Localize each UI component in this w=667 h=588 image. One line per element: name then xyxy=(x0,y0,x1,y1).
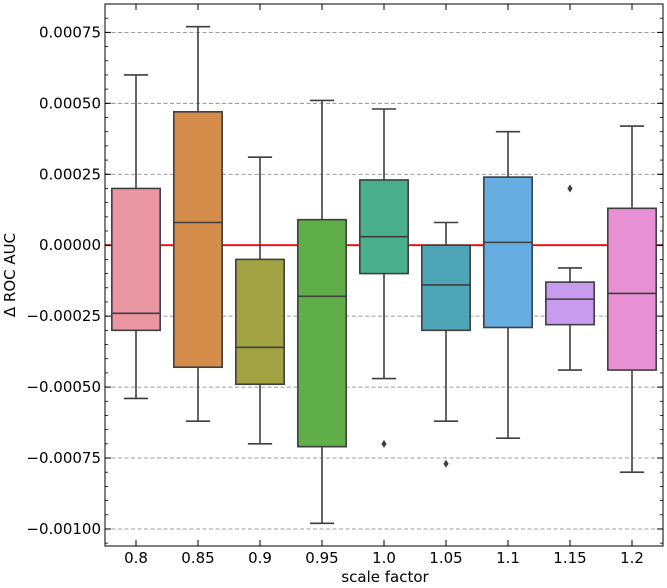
x-tick-label: 1.1 xyxy=(496,549,520,567)
y-tick-label: −0.00025 xyxy=(26,307,101,325)
box-group-0.85 xyxy=(173,25,223,422)
box xyxy=(235,258,285,386)
box-group-0.95 xyxy=(297,99,347,525)
box xyxy=(111,187,161,332)
x-tick-label: 1.05 xyxy=(429,549,462,567)
box xyxy=(607,207,657,371)
y-axis-label: Δ ROC AUC xyxy=(1,233,19,317)
boxes xyxy=(111,25,657,525)
y-tick-label: −0.00050 xyxy=(26,378,101,396)
x-tick-label: 1.2 xyxy=(620,549,644,567)
box-group-1.1 xyxy=(483,130,533,439)
y-tick-label: 0.00025 xyxy=(39,165,101,183)
box-group-1.0 xyxy=(359,108,409,448)
outlier-point xyxy=(381,439,387,448)
x-tick-label: 0.9 xyxy=(248,549,272,567)
y-tick-label: 0.00075 xyxy=(39,23,101,41)
x-tick-label: 0.8 xyxy=(124,549,148,567)
x-tick-label: 1.0 xyxy=(372,549,396,567)
y-tick-label: −0.00100 xyxy=(26,520,101,538)
x-tick-label: 1.15 xyxy=(553,549,586,567)
box xyxy=(545,281,595,326)
box xyxy=(483,176,533,329)
box-group-0.9 xyxy=(235,156,285,445)
box xyxy=(359,179,409,275)
x-axis-label: scale factor xyxy=(341,568,429,586)
outlier-point xyxy=(443,459,449,468)
y-tick-label: −0.00075 xyxy=(26,449,101,467)
y-tick-label: 0.00000 xyxy=(39,236,101,254)
outlier-point xyxy=(567,184,573,193)
box-group-1.05 xyxy=(421,221,471,468)
axes: −0.00100 −0.00075 −0.00050 −0.00025 0.00000 0… xyxy=(26,3,664,567)
box xyxy=(421,244,471,332)
box xyxy=(173,111,223,369)
box-group-0.8 xyxy=(111,74,161,400)
x-tick-label: 0.95 xyxy=(305,549,338,567)
box-group-1.15 xyxy=(545,184,595,371)
box xyxy=(297,218,347,448)
x-tick-label: 0.85 xyxy=(181,549,214,567)
box-group-1.2 xyxy=(607,125,657,474)
y-tick-label: 0.00050 xyxy=(39,94,101,112)
